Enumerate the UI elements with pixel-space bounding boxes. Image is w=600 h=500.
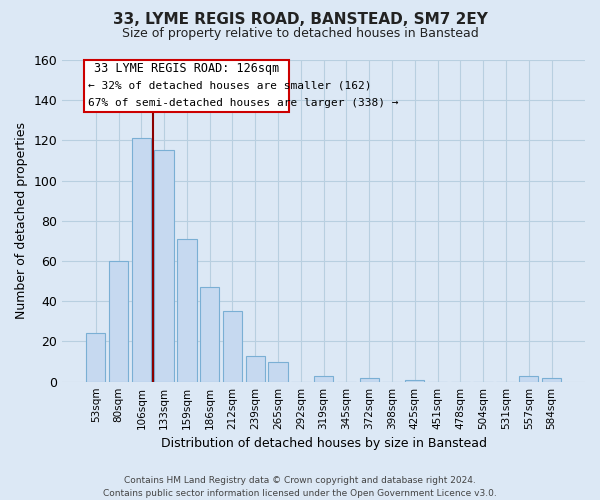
Bar: [519, 376, 538, 382]
Bar: [268, 362, 288, 382]
FancyBboxPatch shape: [85, 60, 289, 112]
Bar: [86, 334, 106, 382]
Bar: [245, 356, 265, 382]
Y-axis label: Number of detached properties: Number of detached properties: [15, 122, 28, 320]
Text: 67% of semi-detached houses are larger (338) →: 67% of semi-detached houses are larger (…: [88, 98, 398, 108]
Text: Contains HM Land Registry data © Crown copyright and database right 2024.
Contai: Contains HM Land Registry data © Crown c…: [103, 476, 497, 498]
Text: 33, LYME REGIS ROAD, BANSTEAD, SM7 2EY: 33, LYME REGIS ROAD, BANSTEAD, SM7 2EY: [113, 12, 487, 28]
X-axis label: Distribution of detached houses by size in Banstead: Distribution of detached houses by size …: [161, 437, 487, 450]
Text: ← 32% of detached houses are smaller (162): ← 32% of detached houses are smaller (16…: [88, 80, 371, 90]
Bar: [405, 380, 424, 382]
Bar: [542, 378, 561, 382]
Bar: [177, 239, 197, 382]
Bar: [223, 312, 242, 382]
Bar: [109, 261, 128, 382]
Bar: [200, 287, 220, 382]
Bar: [314, 376, 334, 382]
Bar: [154, 150, 174, 382]
Bar: [359, 378, 379, 382]
Text: 33 LYME REGIS ROAD: 126sqm: 33 LYME REGIS ROAD: 126sqm: [94, 62, 280, 75]
Bar: [131, 138, 151, 382]
Text: Size of property relative to detached houses in Banstead: Size of property relative to detached ho…: [122, 28, 478, 40]
